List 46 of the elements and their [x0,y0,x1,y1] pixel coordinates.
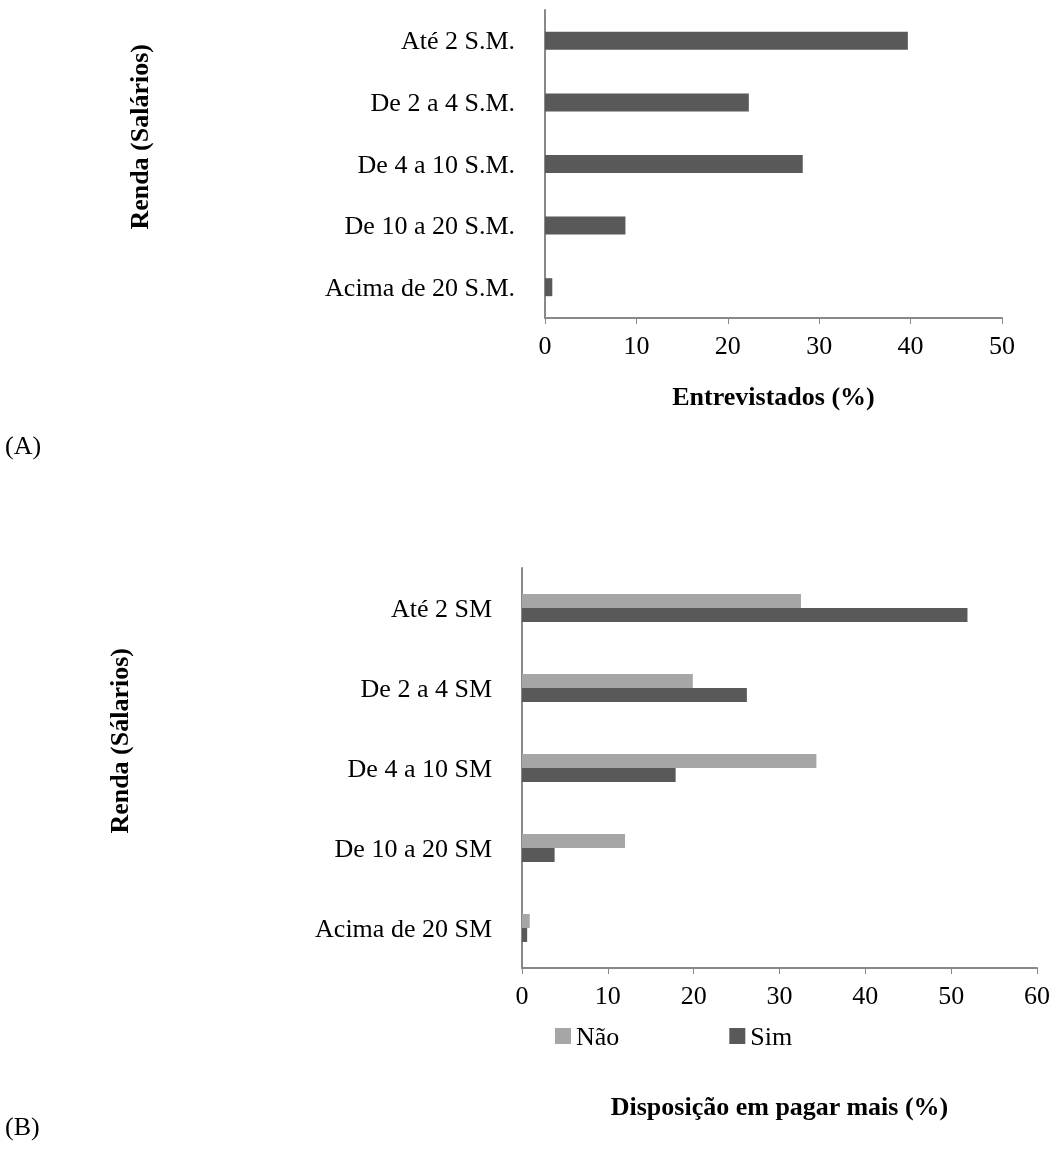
x-axis-title: Entrevistados (%) [672,381,875,411]
y-axis-title: Renda (Salários) [124,44,154,230]
y-tick-label: De 10 a 20 SM [334,833,492,863]
x-tick-label: 50 [938,980,965,1010]
bar [545,278,553,297]
bar [522,608,968,622]
x-tick-label: 60 [1024,980,1050,1010]
x-tick-label: 30 [806,330,833,360]
y-tick-label: Até 2 SM [390,593,492,623]
bar [545,31,908,50]
bar [522,594,801,608]
x-tick-label: 40 [852,980,879,1010]
y-tick-label: De 10 a 20 S.M. [344,211,515,241]
x-tick-label: 10 [594,980,621,1010]
y-tick-label: De 4 a 10 S.M. [357,149,515,179]
y-axis-title: Renda (Sálarios) [104,648,134,834]
bar [522,834,625,848]
y-tick-label: De 2 a 4 SM [360,673,492,703]
x-tick-label: 10 [623,330,650,360]
x-tick-label: 20 [680,980,707,1010]
text: (B) [5,1111,40,1141]
bar [545,216,626,235]
x-axis-title: Disposição em pagar mais (%) [610,1091,949,1121]
legend-label: Sim [750,1021,793,1051]
y-tick-label: De 2 a 4 S.M. [370,87,515,117]
x-tick-label: 30 [766,980,793,1010]
x-tick-label: 20 [714,330,741,360]
bar [522,848,555,862]
bar [522,928,528,942]
bar [522,768,676,782]
text: (A) [5,430,42,460]
y-tick-label: De 4 a 10 SM [347,753,492,783]
x-tick-label: 0 [515,980,529,1010]
y-tick-label: Acima de 20 S.M. [325,272,515,302]
bar [545,155,803,173]
x-tick-label: 50 [989,330,1015,360]
bar [522,674,693,688]
bar [522,688,747,702]
bar [522,754,817,768]
y-tick-label: Acima de 20 SM [315,913,492,943]
bar [522,914,530,928]
x-tick-label: 0 [538,330,552,360]
legend-label: Não [576,1021,620,1051]
x-tick-label: 40 [897,330,924,360]
y-tick-label: Até 2 S.M. [400,26,515,56]
bar [545,93,749,112]
